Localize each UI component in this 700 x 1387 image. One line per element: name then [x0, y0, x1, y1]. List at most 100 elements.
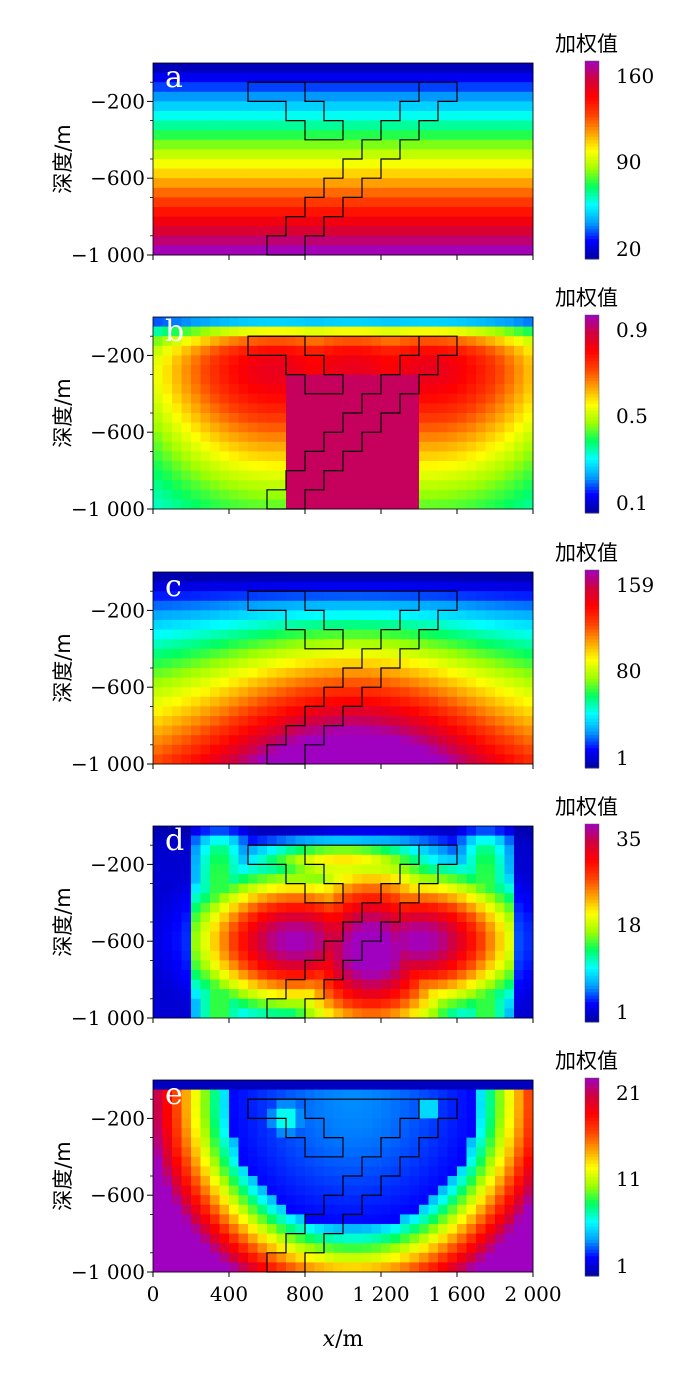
heatmap-cell — [172, 168, 182, 179]
heatmap-cell — [514, 111, 524, 121]
heatmap-cell — [390, 960, 401, 971]
heatmap-cell — [162, 432, 173, 443]
heatmap-cell — [286, 1262, 296, 1273]
heatmap-cell — [229, 639, 239, 650]
heatmap-cell — [229, 317, 239, 327]
heatmap-cell — [485, 1166, 496, 1177]
heatmap-cell — [476, 1108, 486, 1119]
heatmap-cell — [219, 1147, 230, 1158]
heatmap-cell — [238, 902, 249, 913]
heatmap-cell — [438, 1176, 448, 1186]
heatmap-cell — [314, 422, 325, 433]
heatmap-cell — [447, 893, 458, 904]
heatmap-cell — [191, 82, 201, 93]
heatmap-cell — [172, 744, 182, 755]
heatmap-cell — [381, 101, 391, 112]
heatmap-cell — [257, 72, 268, 83]
heatmap-cell — [381, 970, 391, 980]
heatmap-cell — [428, 130, 439, 141]
heatmap-cell — [248, 600, 258, 611]
heatmap-cell — [514, 716, 524, 726]
heatmap-cell — [276, 480, 287, 491]
heatmap-cell — [210, 658, 220, 669]
heatmap-cell — [409, 393, 420, 404]
heatmap-cell — [485, 345, 496, 356]
colorbar-segment — [585, 216, 599, 220]
heatmap-cell — [362, 1224, 372, 1234]
heatmap-cell — [371, 1118, 382, 1129]
heatmap-cell — [333, 345, 344, 356]
heatmap-cell — [381, 216, 391, 227]
heatmap-cell — [210, 120, 220, 131]
heatmap-cell — [495, 101, 505, 112]
heatmap-cell — [428, 854, 439, 865]
heatmap-cell — [457, 893, 467, 904]
heatmap-cell — [476, 345, 486, 356]
heatmap-cell — [333, 754, 344, 765]
heatmap-cell — [409, 744, 420, 755]
heatmap-cell — [504, 854, 515, 865]
colorbar-frame — [584, 1077, 600, 1277]
heatmap-cell — [371, 393, 382, 404]
heatmap-cell — [333, 130, 344, 141]
heatmap-cell — [238, 826, 249, 836]
heatmap-cell — [257, 591, 268, 602]
heatmap-cell — [162, 168, 173, 179]
heatmap-cell — [514, 912, 524, 923]
heatmap-cell — [495, 1224, 505, 1234]
heatmap-cell — [181, 451, 192, 462]
heatmap-cell — [248, 648, 258, 659]
heatmap-cell — [248, 226, 258, 237]
heatmap-cell — [523, 413, 534, 423]
heatmap-cell — [200, 744, 211, 755]
heatmap-cell — [200, 245, 211, 256]
heatmap-cell — [324, 610, 334, 621]
heatmap-cell — [257, 998, 268, 1009]
heatmap-cell — [191, 326, 201, 337]
heatmap-cell — [257, 499, 268, 510]
heatmap-cell — [314, 620, 325, 630]
heatmap-cell — [276, 883, 287, 894]
heatmap-cell — [229, 187, 239, 198]
heatmap-cell — [286, 245, 296, 256]
heatmap-cell — [333, 970, 344, 980]
heatmap-cell — [257, 716, 268, 726]
heatmap-cell — [314, 489, 325, 500]
heatmap-cell — [305, 1089, 315, 1100]
heatmap-cell — [153, 735, 163, 746]
heatmap-cell — [257, 677, 268, 688]
heatmap-cell — [371, 854, 382, 865]
heatmap-cell — [172, 600, 182, 611]
heatmap-cell — [257, 461, 268, 471]
heatmap-cell — [286, 159, 296, 169]
heatmap-cell — [248, 1166, 258, 1177]
heatmap-cell — [400, 336, 410, 347]
colorbar-segment — [585, 725, 599, 729]
heatmap-cell — [219, 168, 230, 179]
heatmap-cell — [457, 735, 467, 746]
heatmap-cell — [181, 893, 192, 904]
heatmap-cell — [447, 159, 458, 169]
heatmap-cell — [343, 470, 353, 481]
heatmap-cell — [276, 648, 287, 659]
heatmap-cell — [257, 1204, 268, 1215]
heatmap-cell — [476, 149, 486, 160]
heatmap-cell — [286, 744, 296, 755]
heatmap-cell — [343, 441, 353, 452]
heatmap-cell — [466, 365, 477, 375]
heatmap-cell — [295, 979, 306, 990]
heatmap-cell — [257, 384, 268, 395]
heatmap-cell — [504, 374, 515, 385]
colorbar-segment — [585, 133, 599, 138]
heatmap-cell — [172, 91, 182, 102]
heatmap-cell — [162, 922, 173, 932]
heatmap-cell — [172, 355, 182, 366]
heatmap-cell — [371, 91, 382, 102]
heatmap-cell — [248, 610, 258, 621]
heatmap-cell — [219, 716, 230, 726]
heatmap-cell — [314, 677, 325, 688]
heatmap-cell — [314, 754, 325, 765]
heatmap-cell — [362, 941, 372, 952]
heatmap-cell — [428, 922, 439, 932]
heatmap-cell — [333, 355, 344, 366]
